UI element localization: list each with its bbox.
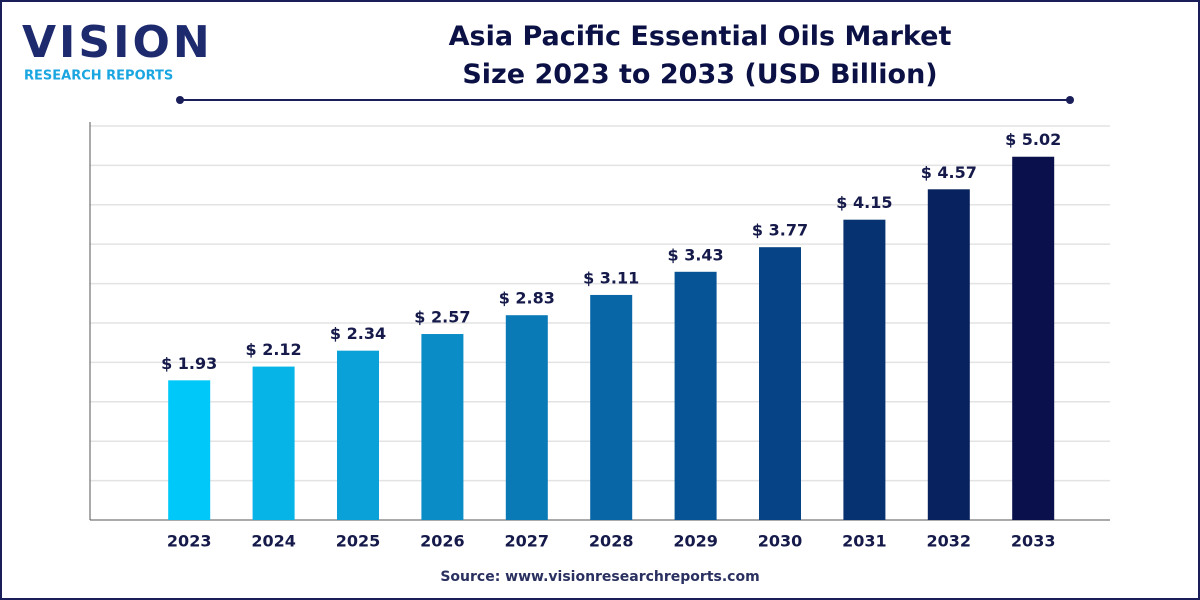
- value-label: $ 2.57: [414, 308, 470, 327]
- x-tick-label: 2025: [336, 532, 381, 551]
- x-tick-label: 2029: [673, 532, 718, 551]
- value-label: $ 3.43: [668, 245, 724, 264]
- value-label: $ 4.57: [921, 163, 977, 182]
- value-label: $ 2.12: [246, 340, 302, 359]
- x-tick-label: 2033: [1011, 532, 1056, 551]
- rule-dot: [1066, 96, 1074, 104]
- x-tick-label: 2031: [842, 532, 887, 551]
- value-label: $ 3.77: [752, 221, 808, 240]
- rule-dot: [176, 96, 184, 104]
- x-tick-label: 2023: [167, 532, 212, 551]
- bar: [421, 334, 464, 520]
- value-label: $ 2.34: [330, 324, 386, 343]
- bar: [674, 271, 717, 520]
- bar: [505, 315, 548, 520]
- x-tick-label: 2028: [589, 532, 634, 551]
- bar: [590, 294, 633, 520]
- value-label: $ 1.93: [161, 354, 217, 373]
- x-tick-label: 2032: [927, 532, 972, 551]
- bar: [168, 380, 211, 520]
- value-label: $ 2.83: [499, 289, 555, 308]
- chart-title: Asia Pacific Essential Oils Market Size …: [448, 21, 952, 90]
- bar: [927, 189, 970, 520]
- logo-name: VISION: [22, 17, 213, 68]
- bar: [843, 219, 886, 520]
- x-tick-label: 2030: [758, 532, 803, 551]
- bar: [337, 350, 379, 520]
- x-tick-label: 2024: [251, 532, 296, 551]
- value-label: $ 4.15: [836, 193, 892, 212]
- bar: [1012, 156, 1055, 520]
- source: Source: www.visionresearchreports.com: [440, 569, 759, 585]
- x-tick-label: 2026: [420, 532, 465, 551]
- value-label: $ 5.02: [1005, 130, 1061, 149]
- bar: [759, 247, 801, 520]
- value-label: $ 3.11: [583, 268, 639, 287]
- x-tick-label: 2027: [505, 532, 550, 551]
- bar: [252, 366, 295, 520]
- logo-tagline: RESEARCH REPORTS: [24, 69, 173, 84]
